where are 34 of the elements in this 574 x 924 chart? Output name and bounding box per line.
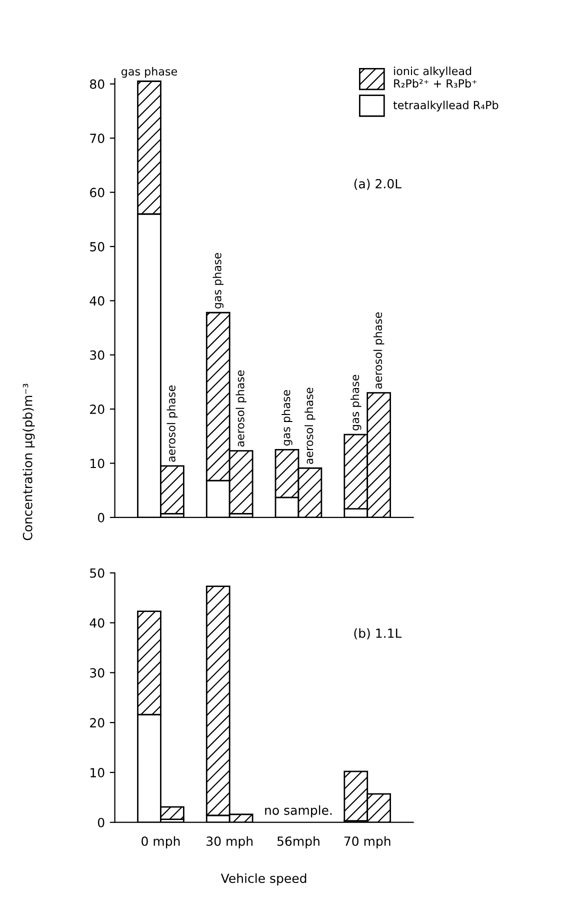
y-tick-label: 10 [90,768,104,778]
y-tick-label: 80 [90,79,104,89]
y-tick-label: 30 [90,668,104,678]
y-tick-label: 40 [90,296,104,306]
x-axis-title: Vehicle speed [220,873,306,886]
y-tick-label: 70 [90,134,104,144]
y-tick-label: 20 [90,718,104,728]
y-tick-label: 0 [98,512,104,522]
y-tick-label: 10 [90,458,104,468]
data-label: gas phase [350,374,362,430]
y-tick-label: 50 [90,568,104,578]
x-tick-label: 0 mph [142,836,180,848]
annotation: (a) 2.0L [354,178,402,190]
legend-label: tetraalkyllead R₄Pb [393,100,498,112]
y-tick-label: 30 [90,350,104,360]
data-label: aerosol phase [166,386,178,462]
data-label: gas phase [212,252,224,308]
y-tick-label: 50 [90,242,104,252]
x-tick-label: 70 mph [344,836,390,848]
y-tick-label: 60 [90,188,104,198]
data-label: aerosol phase [236,370,246,447]
annotation: (b) 1.1L [354,628,402,640]
y-tick-label: 40 [90,618,104,628]
y-axis-title: Concentration μg(pb)m⁻³ [22,384,35,540]
x-tick-label: 56mph [277,836,320,848]
annotation: no sample. [265,805,332,818]
data-label: aerosol phase [373,312,384,389]
y-tick-label: 20 [90,404,104,414]
legend-label: ionic alkyllead R₂Pb²⁺ + R₃Pb⁺ [394,66,477,88]
y-tick-label: 0 [98,818,104,828]
data-label: gas phase [282,390,292,446]
data-label: gas phase [121,66,178,78]
data-label: aerosol phase [304,388,316,464]
x-tick-label: 30 mph [206,836,252,848]
